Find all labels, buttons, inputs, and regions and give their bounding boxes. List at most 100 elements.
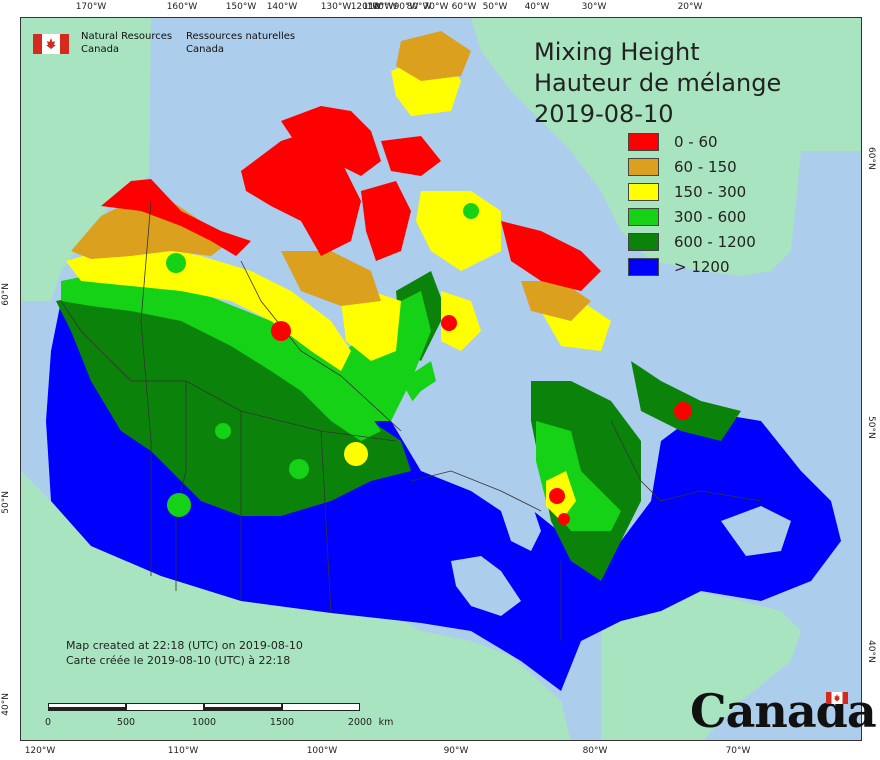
gulf-st-lawrence — [721, 506, 791, 556]
legend-swatch — [628, 183, 659, 201]
graticule-label-right: 50°N — [866, 416, 876, 439]
zone-60-150-ellesmere — [396, 31, 471, 81]
title-date: 2019-08-10 — [534, 100, 674, 128]
united-states-land — [21, 471, 571, 740]
graticule-label-top: 150°W — [225, 2, 257, 12]
map-canvas — [21, 18, 861, 740]
zone-60-150-central — [281, 251, 381, 306]
agency-name-fr-line: Ressources naturelles — [186, 31, 296, 42]
scale-bar: 0 500 1000 1500 2000 km — [44, 703, 393, 733]
zone-0-60-baffin-south — [501, 221, 601, 291]
legend-label: 150 - 300 — [674, 183, 747, 201]
great-lakes — [451, 556, 521, 616]
graticule-label-left: 50°N — [1, 491, 11, 514]
canada-flag-icon — [33, 34, 69, 54]
graticule-label-top: 140°W — [266, 2, 298, 12]
zone-150-300-baffin — [416, 191, 501, 271]
graticule-label-bottom: 110°W — [167, 746, 199, 756]
agency-name-fr-line: Canada — [186, 44, 225, 55]
graticule-label-left: 40°N — [1, 693, 11, 716]
province-borders — [60, 200, 762, 641]
alaska-land — [21, 18, 151, 301]
legend-swatch — [628, 208, 659, 226]
agency-name-en: Natural Resources Canada — [81, 30, 172, 56]
graticule-label-top: 20°W — [677, 2, 703, 12]
legend-label: 60 - 150 — [674, 158, 737, 176]
graticule-label-top: 130°W — [320, 2, 352, 12]
legend-swatch — [628, 233, 659, 251]
zone-60-150-yukon — [71, 196, 231, 259]
zone-0-60-beaufort — [101, 179, 251, 256]
graticule-label-bottom: 120°W — [24, 746, 56, 756]
scale-bar-segment — [282, 703, 360, 711]
pocket — [167, 493, 191, 517]
legend-swatch — [628, 158, 659, 176]
title-fr: Hauteur de mélange — [534, 69, 782, 97]
legend-swatch — [628, 133, 659, 151]
wordmark-flag-icon — [826, 692, 848, 704]
legend-label: 0 - 60 — [674, 133, 718, 151]
graticule-label-left: 60°N — [1, 283, 11, 306]
legend-swatch — [628, 258, 659, 276]
zone-0-60-devon — [381, 136, 441, 176]
scale-bar-label: 1000 — [191, 717, 217, 728]
pocket — [215, 423, 231, 439]
agency-name-fr: Ressources naturelles Canada — [186, 30, 295, 56]
pocket — [166, 253, 186, 273]
zone-150-300-north — [66, 246, 351, 371]
zone-60-150-ungava — [521, 281, 591, 321]
graticule-label-top: 50°W — [482, 2, 508, 12]
zone-150-300-east — [441, 291, 481, 351]
scale-bar-label: 0 — [44, 717, 52, 728]
legend-label: > 1200 — [674, 258, 730, 276]
hudson-bay — [396, 361, 541, 551]
pocket — [558, 513, 570, 525]
title-en: Mixing Height — [534, 38, 700, 66]
pocket — [463, 203, 479, 219]
united-states-northeast-land — [601, 591, 801, 740]
agency-name-en-line: Canada — [81, 44, 120, 55]
graticule-label-top: 70°W — [423, 2, 449, 12]
zone-600-1200-labrador — [631, 361, 741, 441]
scale-bar-segment — [126, 703, 204, 711]
scale-bar-unit: km — [378, 717, 394, 728]
pocket — [271, 321, 291, 341]
graticule-label-bottom: 80°W — [582, 746, 608, 756]
graticule-label-top: 160°W — [166, 2, 198, 12]
scale-bar-fill — [204, 707, 282, 711]
zone-0-60-victoria — [241, 131, 361, 256]
zone-0-60-boothia — [361, 181, 411, 261]
zone-150-300-kivalliq — [341, 291, 401, 361]
graticule-label-top: 30°W — [581, 2, 607, 12]
map-title: Mixing Height Hauteur de mélange 2019-08… — [534, 37, 781, 130]
graticule-label-top: 40°W — [524, 2, 550, 12]
greenland-land — [471, 18, 861, 276]
pocket — [674, 402, 692, 420]
credit-en: Map created at 22:18 (UTC) on 2019-08-10 — [66, 639, 303, 652]
zone-0-60-parry — [281, 106, 381, 176]
graticule-label-right: 60°N — [866, 147, 876, 170]
graticule-label-right: 40°N — [866, 640, 876, 663]
legend-label: 300 - 600 — [674, 208, 747, 226]
scale-bar-fill — [48, 707, 126, 711]
scale-bar-label: 1500 — [269, 717, 295, 728]
graticule-label-top: 120°W — [350, 2, 382, 12]
scale-bar-label: 2000 — [347, 717, 373, 728]
graticule-label-top: 90°W — [393, 2, 419, 12]
graticule-label-top: 60°W — [451, 2, 477, 12]
agency-name-en-line: Natural Resources — [81, 31, 173, 42]
pocket — [549, 488, 565, 504]
pocket — [289, 459, 309, 479]
graticule-label-bottom: 70°W — [725, 746, 751, 756]
pocket — [344, 442, 368, 466]
graticule-label-bottom: 90°W — [443, 746, 469, 756]
zone-300-600-band — [61, 271, 381, 441]
credit-fr: Carte créée le 2019-08-10 (UTC) à 22:18 — [66, 654, 291, 667]
graticule-label-top: 100°W — [366, 2, 398, 12]
graticule-label-top: 110°W — [362, 2, 394, 12]
pocket — [441, 315, 457, 331]
map-panel: Natural Resources Canada Ressources natu… — [20, 17, 862, 741]
legend-label: 600 - 1200 — [674, 233, 756, 251]
graticule-label-top: 80°W — [406, 2, 432, 12]
